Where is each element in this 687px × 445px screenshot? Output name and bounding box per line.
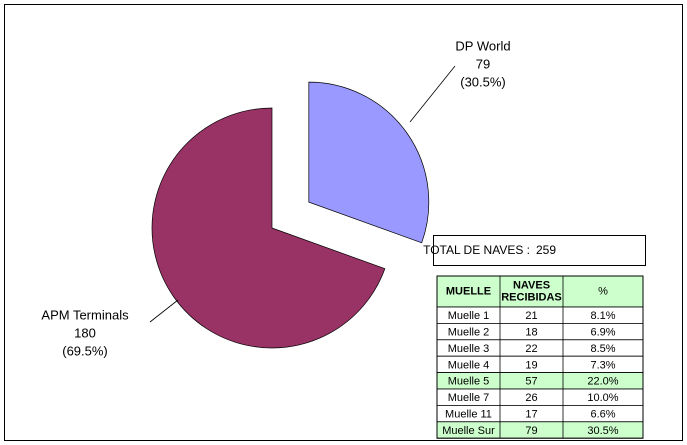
table-cell: Muelle Sur: [442, 425, 495, 437]
slice-label: DP World: [455, 38, 510, 53]
table-cell: 57: [525, 376, 537, 388]
table-cell: 8.1%: [590, 310, 615, 322]
table-cell: Muelle 11: [445, 409, 492, 421]
table-cell: 22: [525, 343, 537, 355]
table-cell: 26: [525, 392, 537, 404]
table-cell: 22.0%: [587, 376, 618, 388]
total-label: TOTAL DE NAVES :: [423, 243, 530, 257]
table-cell: 18: [525, 327, 537, 339]
pie-slice: [151, 107, 386, 349]
table-cell: Muelle 2: [448, 327, 490, 339]
table-cell: 10.0%: [587, 392, 618, 404]
table-cell: 8.5%: [590, 343, 615, 355]
table-cell: Muelle 5: [448, 376, 490, 388]
table-border: [436, 275, 644, 439]
table-cell: 6.6%: [590, 409, 615, 421]
table-header: NAVES RECIBIDAS: [501, 279, 562, 303]
total-box: [433, 235, 646, 266]
table-cell: 30.5%: [587, 425, 618, 437]
table-header-bg: [436, 275, 644, 308]
slice-value: 180: [74, 325, 96, 340]
pie-slice: [308, 81, 430, 244]
table-cell: 79: [525, 425, 537, 437]
leader-line: [149, 299, 179, 323]
table-header: MUELLE: [446, 285, 491, 297]
table-cell: Muelle 4: [448, 359, 490, 371]
table-cell: 7.3%: [590, 359, 615, 371]
slice-label: APM Terminals: [41, 307, 129, 322]
leader-line: [409, 65, 456, 123]
table-header: %: [598, 285, 608, 297]
table-cell: 19: [525, 359, 537, 371]
table-cell: 6.9%: [590, 327, 615, 339]
table-cell: Muelle 1: [448, 310, 490, 322]
slice-value: 79: [476, 56, 490, 71]
total-value: 259: [536, 243, 556, 257]
slice-percent: (30.5%): [460, 74, 506, 89]
table-cell: 21: [525, 310, 537, 322]
table-cell: 17: [525, 409, 537, 421]
table-cell: Muelle 7: [448, 392, 490, 404]
slice-percent: (69.5%): [62, 343, 108, 358]
table-cell: Muelle 3: [448, 343, 490, 355]
